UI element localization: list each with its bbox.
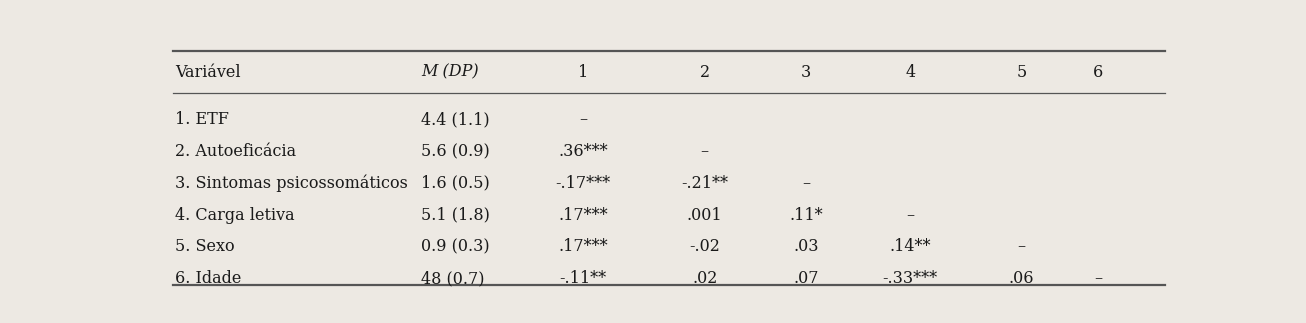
Text: –: – [1094, 270, 1102, 287]
Text: .001: .001 [687, 207, 722, 224]
Text: .06: .06 [1008, 270, 1034, 287]
Text: 2. Autoeficácia: 2. Autoeficácia [175, 143, 296, 160]
Text: –: – [580, 111, 588, 128]
Text: .17***: .17*** [559, 238, 609, 255]
Text: .36***: .36*** [559, 143, 609, 160]
Text: M (DP): M (DP) [422, 64, 479, 81]
Text: 5. Sexo: 5. Sexo [175, 238, 235, 255]
Text: .14**: .14** [889, 238, 931, 255]
Text: -.33***: -.33*** [883, 270, 938, 287]
Text: 4.4 (1.1): 4.4 (1.1) [422, 111, 490, 128]
Text: -.17***: -.17*** [556, 175, 611, 192]
Text: Variável: Variável [175, 64, 242, 81]
Text: .11*: .11* [789, 207, 823, 224]
Text: 4: 4 [905, 64, 916, 81]
Text: –: – [906, 207, 914, 224]
Text: -.02: -.02 [690, 238, 720, 255]
Text: 4. Carga letiva: 4. Carga letiva [175, 207, 295, 224]
Text: .17***: .17*** [559, 207, 609, 224]
Text: 1. ETF: 1. ETF [175, 111, 230, 128]
Text: –: – [1017, 238, 1025, 255]
Text: 5: 5 [1016, 64, 1027, 81]
Text: 1: 1 [579, 64, 589, 81]
Text: 3. Sintomas psicossomáticos: 3. Sintomas psicossomáticos [175, 174, 409, 192]
Text: -.11**: -.11** [560, 270, 607, 287]
Text: –: – [802, 175, 810, 192]
Text: 6. Idade: 6. Idade [175, 270, 242, 287]
Text: .02: .02 [692, 270, 717, 287]
Text: 0.9 (0.3): 0.9 (0.3) [422, 238, 490, 255]
Text: 5.6 (0.9): 5.6 (0.9) [422, 143, 490, 160]
Text: 3: 3 [801, 64, 811, 81]
Text: .03: .03 [793, 238, 819, 255]
Text: –: – [701, 143, 709, 160]
Text: 48 (0.7): 48 (0.7) [422, 270, 485, 287]
Text: 6: 6 [1093, 64, 1104, 81]
Text: 5.1 (1.8): 5.1 (1.8) [422, 207, 490, 224]
Text: 1.6 (0.5): 1.6 (0.5) [422, 175, 490, 192]
Text: -.21**: -.21** [682, 175, 729, 192]
Text: .07: .07 [793, 270, 819, 287]
Text: 2: 2 [700, 64, 710, 81]
